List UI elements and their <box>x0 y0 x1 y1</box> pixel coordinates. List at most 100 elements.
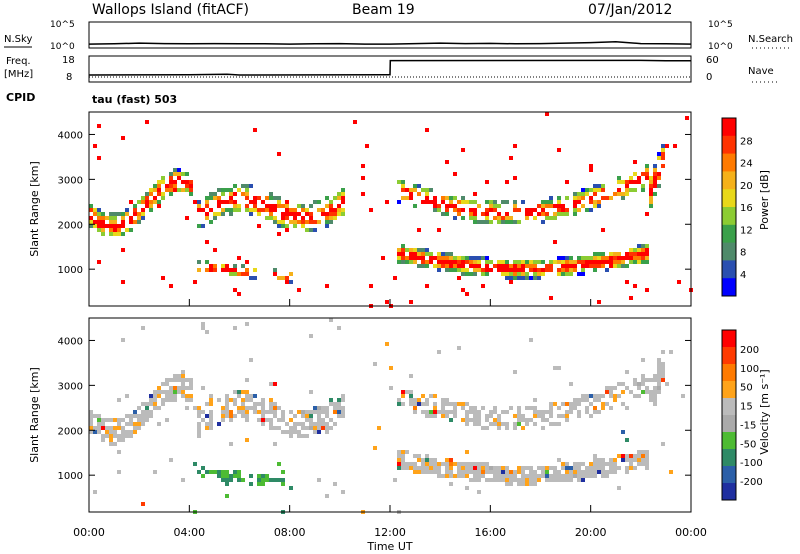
velocity-cell <box>137 418 141 422</box>
power-cell <box>561 256 565 260</box>
velocity-cell <box>497 422 501 426</box>
power-cell <box>425 128 429 132</box>
velocity-cell <box>401 466 405 470</box>
power-cell <box>629 176 633 180</box>
velocity-cell <box>493 410 497 414</box>
power-cell <box>573 268 577 272</box>
velocity-cell <box>453 414 457 418</box>
power-cell <box>561 208 565 212</box>
velocity-cell <box>237 410 241 414</box>
power-cell <box>221 192 225 196</box>
power-cell <box>93 224 97 228</box>
power-cell <box>273 204 277 208</box>
velocity-cell <box>289 426 293 430</box>
power-cell <box>257 212 261 216</box>
velocity-cell <box>485 414 489 418</box>
power-cell <box>437 208 441 212</box>
power-cell <box>449 256 453 260</box>
power-cell <box>249 276 253 280</box>
power-cell <box>161 176 165 180</box>
velocity-cell <box>309 390 313 394</box>
velocity-cell <box>577 474 581 478</box>
power-cell <box>625 264 629 268</box>
velocity-cell <box>437 466 441 470</box>
velocity-cell <box>633 466 637 470</box>
velocity-cell <box>321 406 325 410</box>
velocity-cell <box>117 398 121 402</box>
velocity-cell <box>637 462 641 466</box>
power-cell <box>421 200 425 204</box>
velocity-cell <box>597 466 601 470</box>
velocity-cell <box>629 462 633 466</box>
velocity-cell <box>165 382 169 386</box>
power-cell <box>485 212 489 216</box>
velocity-cell <box>613 398 617 402</box>
velocity-cell <box>513 474 517 478</box>
power-cell <box>589 188 593 192</box>
velocity-cell <box>589 394 593 398</box>
power-cell <box>573 192 577 196</box>
x-tick-label: 04:00 <box>173 526 205 539</box>
velocity-cell <box>113 434 117 438</box>
power-cell <box>521 200 525 204</box>
noise-right-tick-top: 10^5 <box>708 20 733 30</box>
power-cell <box>653 168 657 172</box>
power-cell <box>517 260 521 264</box>
velocity-cell <box>621 454 625 458</box>
velocity-cell <box>425 470 429 474</box>
velocity-cell <box>153 390 157 394</box>
power-cell <box>145 204 149 208</box>
colorbar-tick-label: 20 <box>740 181 753 192</box>
velocity-cell <box>501 478 505 482</box>
power-cell <box>257 208 261 212</box>
power-cell <box>89 224 93 228</box>
velocity-cell <box>285 422 289 426</box>
velocity-cell <box>585 410 589 414</box>
power-colorbar <box>721 117 737 297</box>
velocity-cell <box>225 402 229 406</box>
velocity-cell <box>221 470 225 474</box>
power-cell <box>633 252 637 256</box>
power-cell <box>569 260 573 264</box>
velocity-cell <box>641 450 645 454</box>
velocity-cell <box>165 398 169 402</box>
velocity-cell <box>117 470 121 474</box>
velocity-cell <box>201 322 205 326</box>
velocity-cell <box>625 470 629 474</box>
velocity-cell <box>253 402 257 406</box>
velocity-cell <box>569 402 573 406</box>
velocity-cell <box>517 470 521 474</box>
power-cell <box>605 260 609 264</box>
power-cell <box>101 224 105 228</box>
velocity-cell <box>269 382 273 386</box>
power-cell <box>473 220 477 224</box>
power-cell <box>513 176 517 180</box>
power-cell <box>209 208 213 212</box>
power-cell <box>469 216 473 220</box>
velocity-cell <box>541 410 545 414</box>
power-cell <box>505 200 509 204</box>
power-cell <box>609 256 613 260</box>
velocity-cell <box>133 430 137 434</box>
power-cell <box>469 260 473 264</box>
velocity-cell <box>657 366 661 370</box>
y-tick-label: 4000 <box>58 336 83 347</box>
velocity-cell <box>573 466 577 470</box>
velocity-cell <box>609 390 613 394</box>
velocity-cell <box>277 462 281 466</box>
power-cell <box>505 180 509 184</box>
velocity-cell <box>397 450 401 454</box>
velocity-cell <box>465 486 469 490</box>
velocity-cell <box>657 382 661 386</box>
power-cell <box>405 256 409 260</box>
power-cell <box>449 196 453 200</box>
power-cell <box>489 204 493 208</box>
power-cell <box>253 268 257 272</box>
velocity-cell <box>209 414 213 418</box>
velocity-cell <box>489 422 493 426</box>
power-cell <box>249 208 253 212</box>
power-cell <box>509 220 513 224</box>
velocity-cell <box>645 378 649 382</box>
